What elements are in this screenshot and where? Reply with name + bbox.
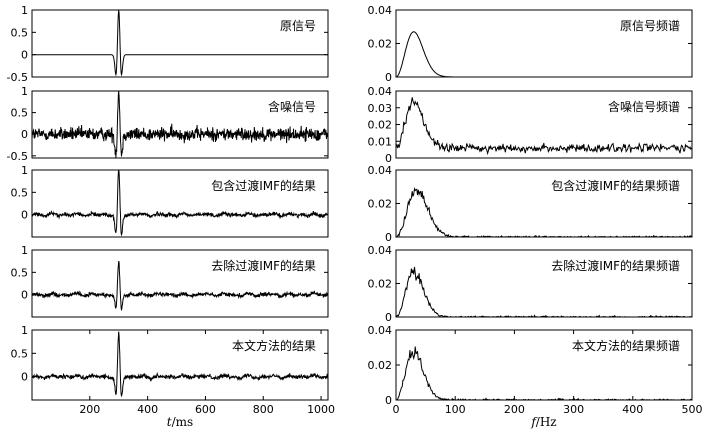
y-tick-label: 0 xyxy=(385,394,392,407)
axes-frame xyxy=(31,90,329,159)
y-tick-label: 1 xyxy=(21,164,28,177)
panel-title: 包含过渡IMF的结果频谱 xyxy=(551,178,680,193)
y-tick-label: 0.5 xyxy=(11,266,29,279)
x-tick-label: 1000 xyxy=(307,403,335,416)
x-tick-label: 200 xyxy=(504,403,525,416)
axes-frame xyxy=(31,329,329,401)
panel-title: 本文方法的结果频谱 xyxy=(572,338,680,353)
series-line xyxy=(31,170,329,237)
panel-title: 包含过渡IMF的结果 xyxy=(211,178,316,193)
series-line xyxy=(31,91,329,158)
x-tick-label: 500 xyxy=(682,403,703,416)
y-tick-label: 0 xyxy=(385,152,392,165)
axes-frame xyxy=(31,9,329,78)
y-tick-label: 0.02 xyxy=(368,359,393,372)
x-tick-label: 400 xyxy=(622,403,643,416)
y-tick-label: 0 xyxy=(21,49,28,62)
y-tick-label: 0.03 xyxy=(368,102,393,115)
y-tick-label: 0.02 xyxy=(368,198,393,211)
axes-frame xyxy=(31,169,329,238)
x-tick-label: 800 xyxy=(253,403,274,416)
y-tick-label: 0.04 xyxy=(368,85,393,98)
panel-title: 本文方法的结果 xyxy=(232,338,316,353)
panel-title: 原信号频谱 xyxy=(620,19,680,33)
y-tick-label: 0.01 xyxy=(368,135,393,148)
panel-0: -0.5 0 0.5 1 原信号 xyxy=(7,4,329,84)
panel-8: 0 0.02 0.04 去除过渡IMF的结果频谱 xyxy=(368,244,693,324)
y-tick-label: -0.5 xyxy=(7,71,28,84)
panel-title: 含噪信号 xyxy=(268,99,316,114)
panel-6: 0 0.01 0.02 0.03 0.04 含噪信号频谱 xyxy=(368,85,693,165)
y-tick-label: 0 xyxy=(385,311,392,324)
y-tick-label: 0 xyxy=(385,231,392,244)
y-tick-label: -0.5 xyxy=(7,150,28,163)
series-line xyxy=(32,10,328,77)
panel-title: 去除过渡IMF的结果 xyxy=(211,258,316,273)
y-tick-label: 0.04 xyxy=(368,164,393,177)
y-tick-label: 1 xyxy=(21,4,28,17)
y-tick-label: 0.02 xyxy=(368,119,393,132)
x-tick-label: 300 xyxy=(563,403,584,416)
panel-2: 0 0.5 1 包含过渡IMF的结果 xyxy=(11,164,329,238)
panel-3: 0 0.5 1 去除过渡IMF的结果 xyxy=(11,244,329,318)
panel-title: 去除过渡IMF的结果频谱 xyxy=(551,258,680,273)
y-tick-label: 0.5 xyxy=(11,107,29,120)
y-tick-label: 0.02 xyxy=(368,278,393,291)
series-line xyxy=(396,266,692,318)
x-axis-label: f/Hz xyxy=(530,415,556,429)
panel-title: 含噪信号频谱 xyxy=(608,99,680,114)
panel-9: 0 0.02 0.04 0 100 200 300 400 500 本文方法的结果频谱 f/Hz xyxy=(368,324,703,429)
series-line xyxy=(31,260,329,311)
y-tick-label: 0 xyxy=(21,371,28,384)
y-tick-label: 0 xyxy=(21,128,28,141)
y-tick-label: 0.04 xyxy=(368,4,393,17)
y-tick-label: 0.5 xyxy=(11,26,29,39)
panel-7: 0 0.02 0.04 包含过渡IMF的结果频谱 xyxy=(368,164,693,244)
panel-4: 0 0.5 1 200 400 600 800 1000 本文方法的结果 t/ms xyxy=(11,324,336,429)
y-tick-label: 0.5 xyxy=(11,347,29,360)
x-tick-label: 200 xyxy=(79,403,100,416)
series-line xyxy=(395,31,692,78)
y-tick-label: 1 xyxy=(21,244,28,257)
y-tick-label: 0.04 xyxy=(368,244,393,257)
y-tick-label: 1 xyxy=(21,324,28,337)
panel-title: 原信号 xyxy=(280,19,316,33)
x-tick-label: 400 xyxy=(137,403,158,416)
y-tick-label: 0.02 xyxy=(368,38,393,51)
y-tick-label: 0 xyxy=(385,71,392,84)
y-tick-label: 0 xyxy=(21,209,28,222)
panel-1: -0.5 0 0.5 1 含噪信号 xyxy=(7,85,329,163)
panel-5: 0 0.02 0.04 原信号频谱 xyxy=(368,4,693,84)
axes-frame xyxy=(31,249,329,318)
series-line xyxy=(395,186,692,238)
y-tick-label: 0 xyxy=(21,289,28,302)
series-line xyxy=(395,97,692,156)
x-tick-label: 600 xyxy=(195,403,216,416)
series-line xyxy=(395,346,692,401)
x-axis-label: t/ms xyxy=(167,415,193,429)
series-line xyxy=(31,331,329,398)
y-tick-label: 1 xyxy=(21,85,28,98)
y-tick-label: 0.04 xyxy=(368,324,393,337)
x-tick-label: 0 xyxy=(393,403,400,416)
x-tick-label: 100 xyxy=(445,403,466,416)
y-tick-label: 0.5 xyxy=(11,186,29,199)
